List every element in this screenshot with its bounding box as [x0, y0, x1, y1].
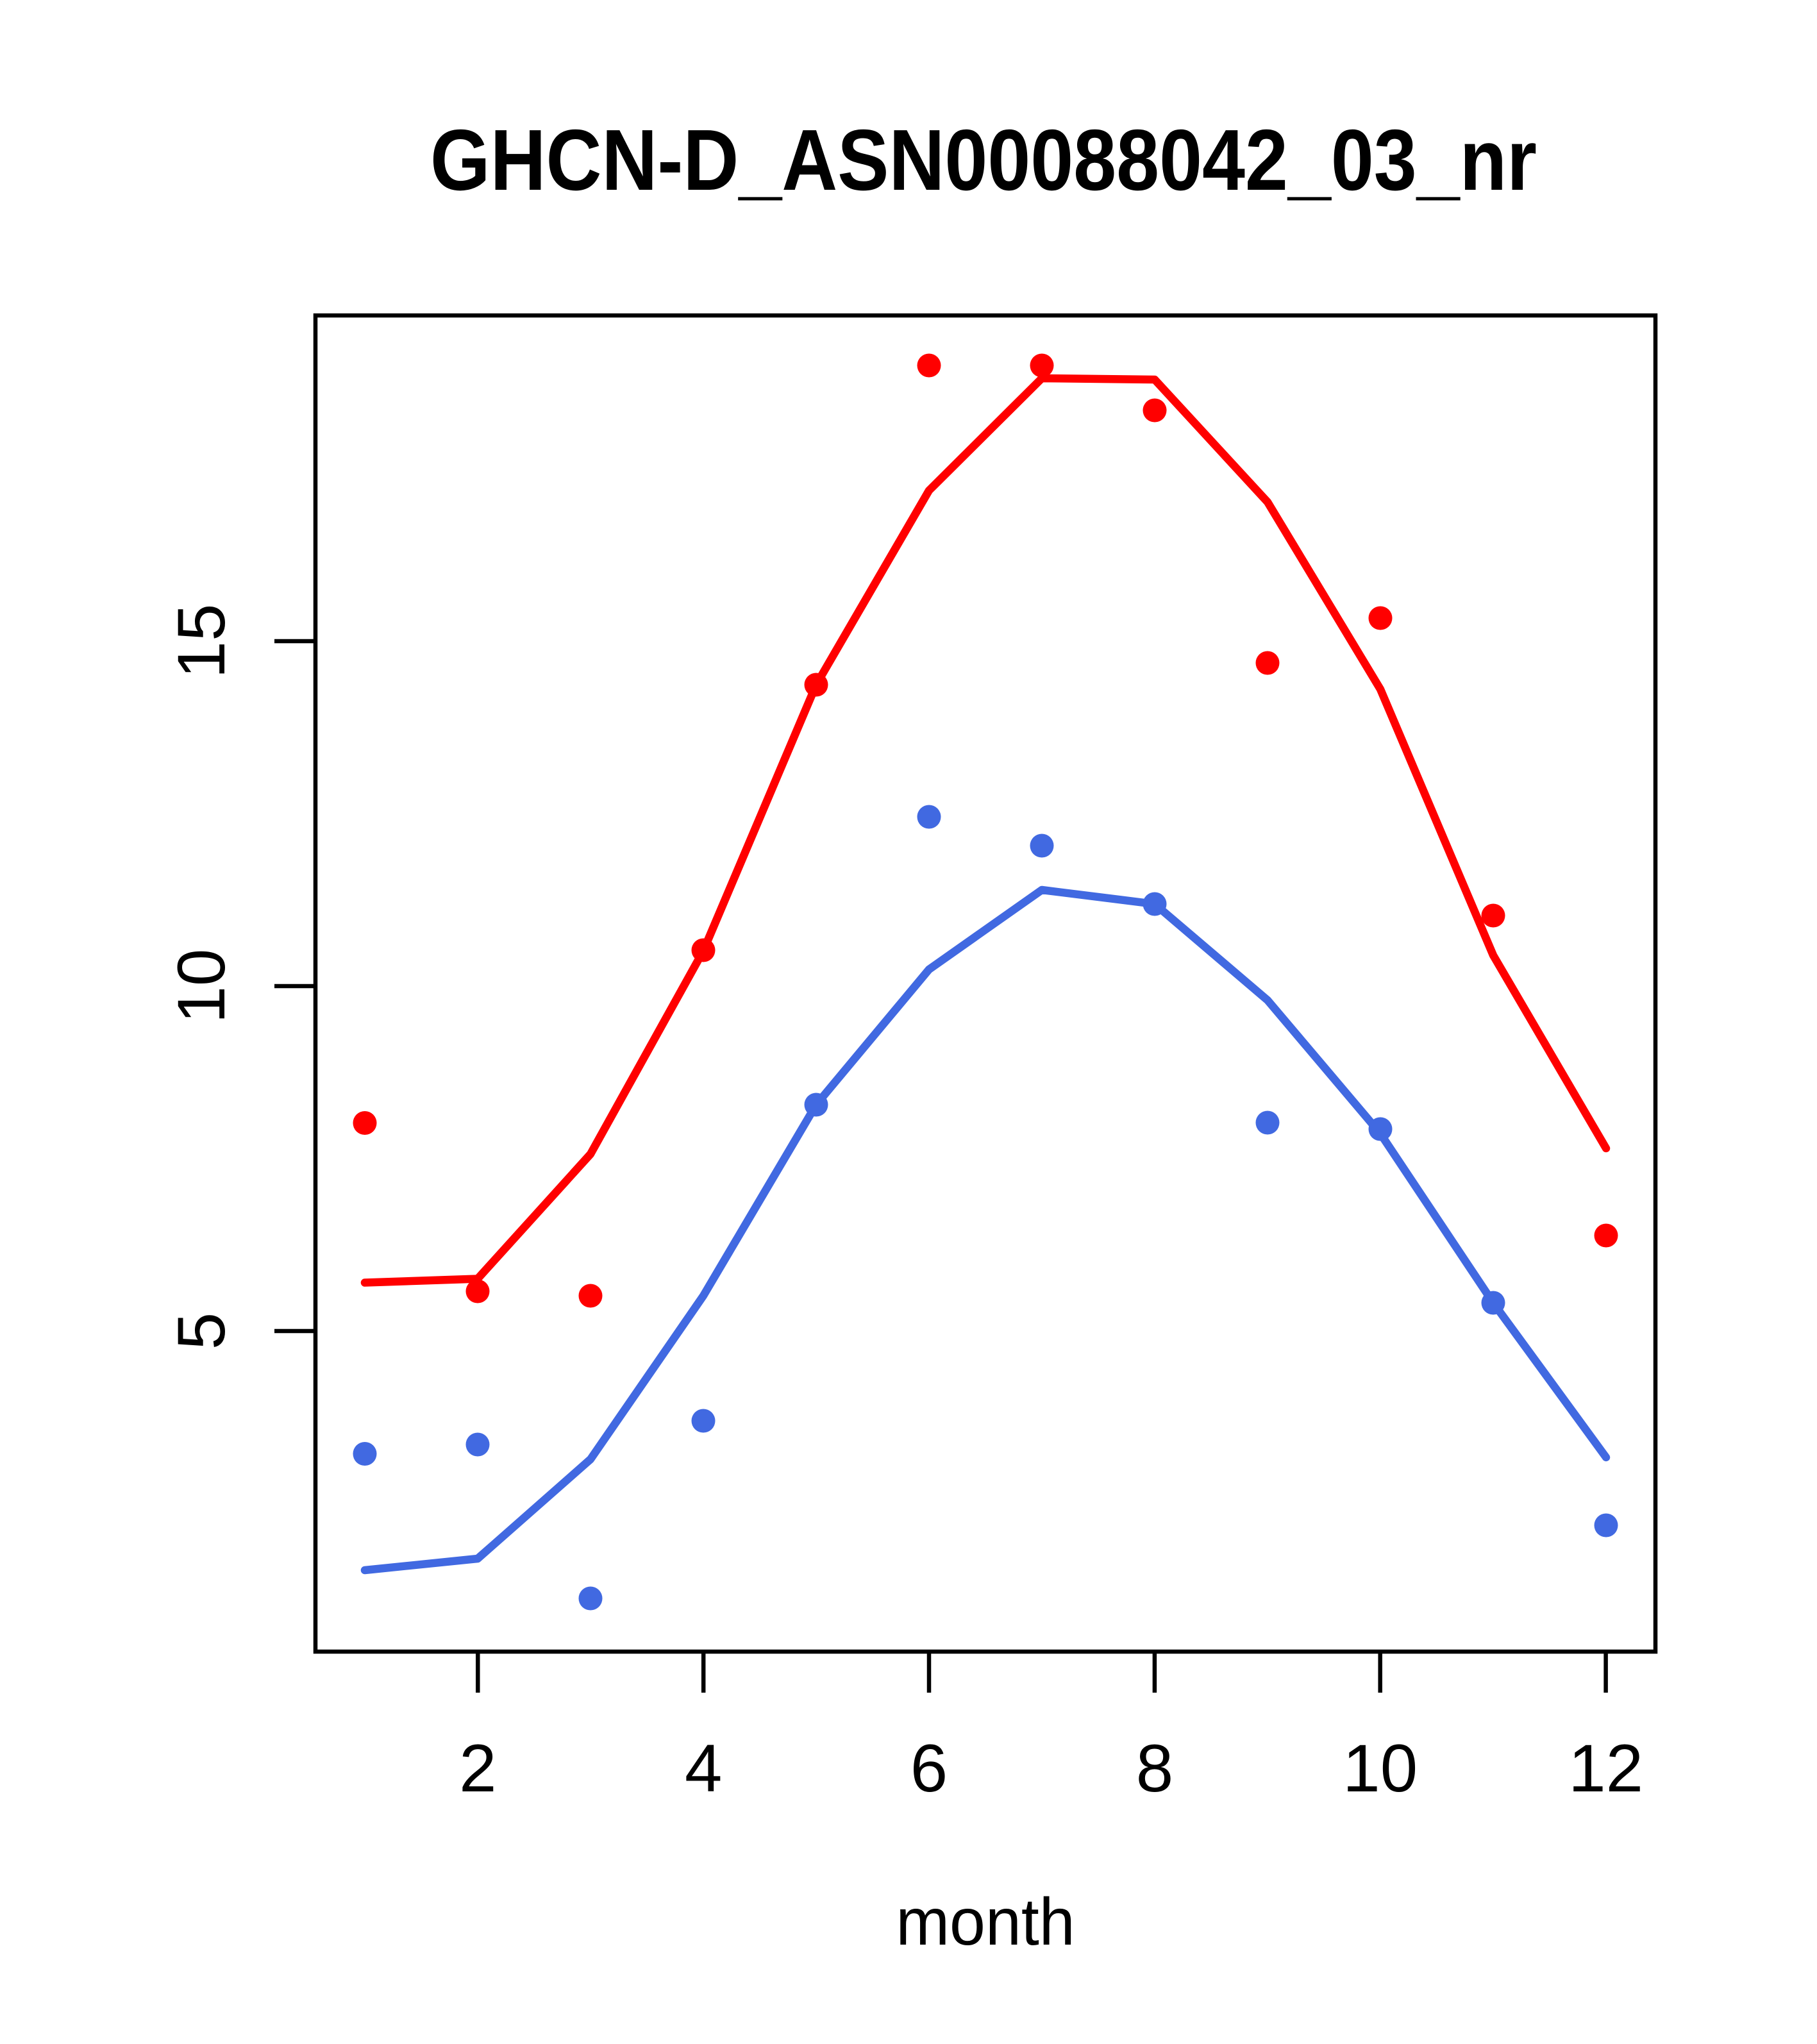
svg-text:month: month: [896, 1885, 1075, 1959]
svg-text:4: 4: [685, 1731, 722, 1806]
svg-text:10: 10: [164, 949, 239, 1024]
svg-text:8: 8: [1136, 1731, 1173, 1806]
svg-text:10: 10: [1343, 1731, 1418, 1806]
svg-text:6: 6: [910, 1731, 948, 1806]
svg-text:15: 15: [164, 604, 239, 679]
svg-text:2: 2: [459, 1731, 496, 1806]
svg-text:GHCN-D_ASN00088042_03_nr: GHCN-D_ASN00088042_03_nr: [430, 112, 1537, 209]
svg-text:12: 12: [1568, 1731, 1643, 1806]
svg-text:5: 5: [164, 1312, 239, 1350]
